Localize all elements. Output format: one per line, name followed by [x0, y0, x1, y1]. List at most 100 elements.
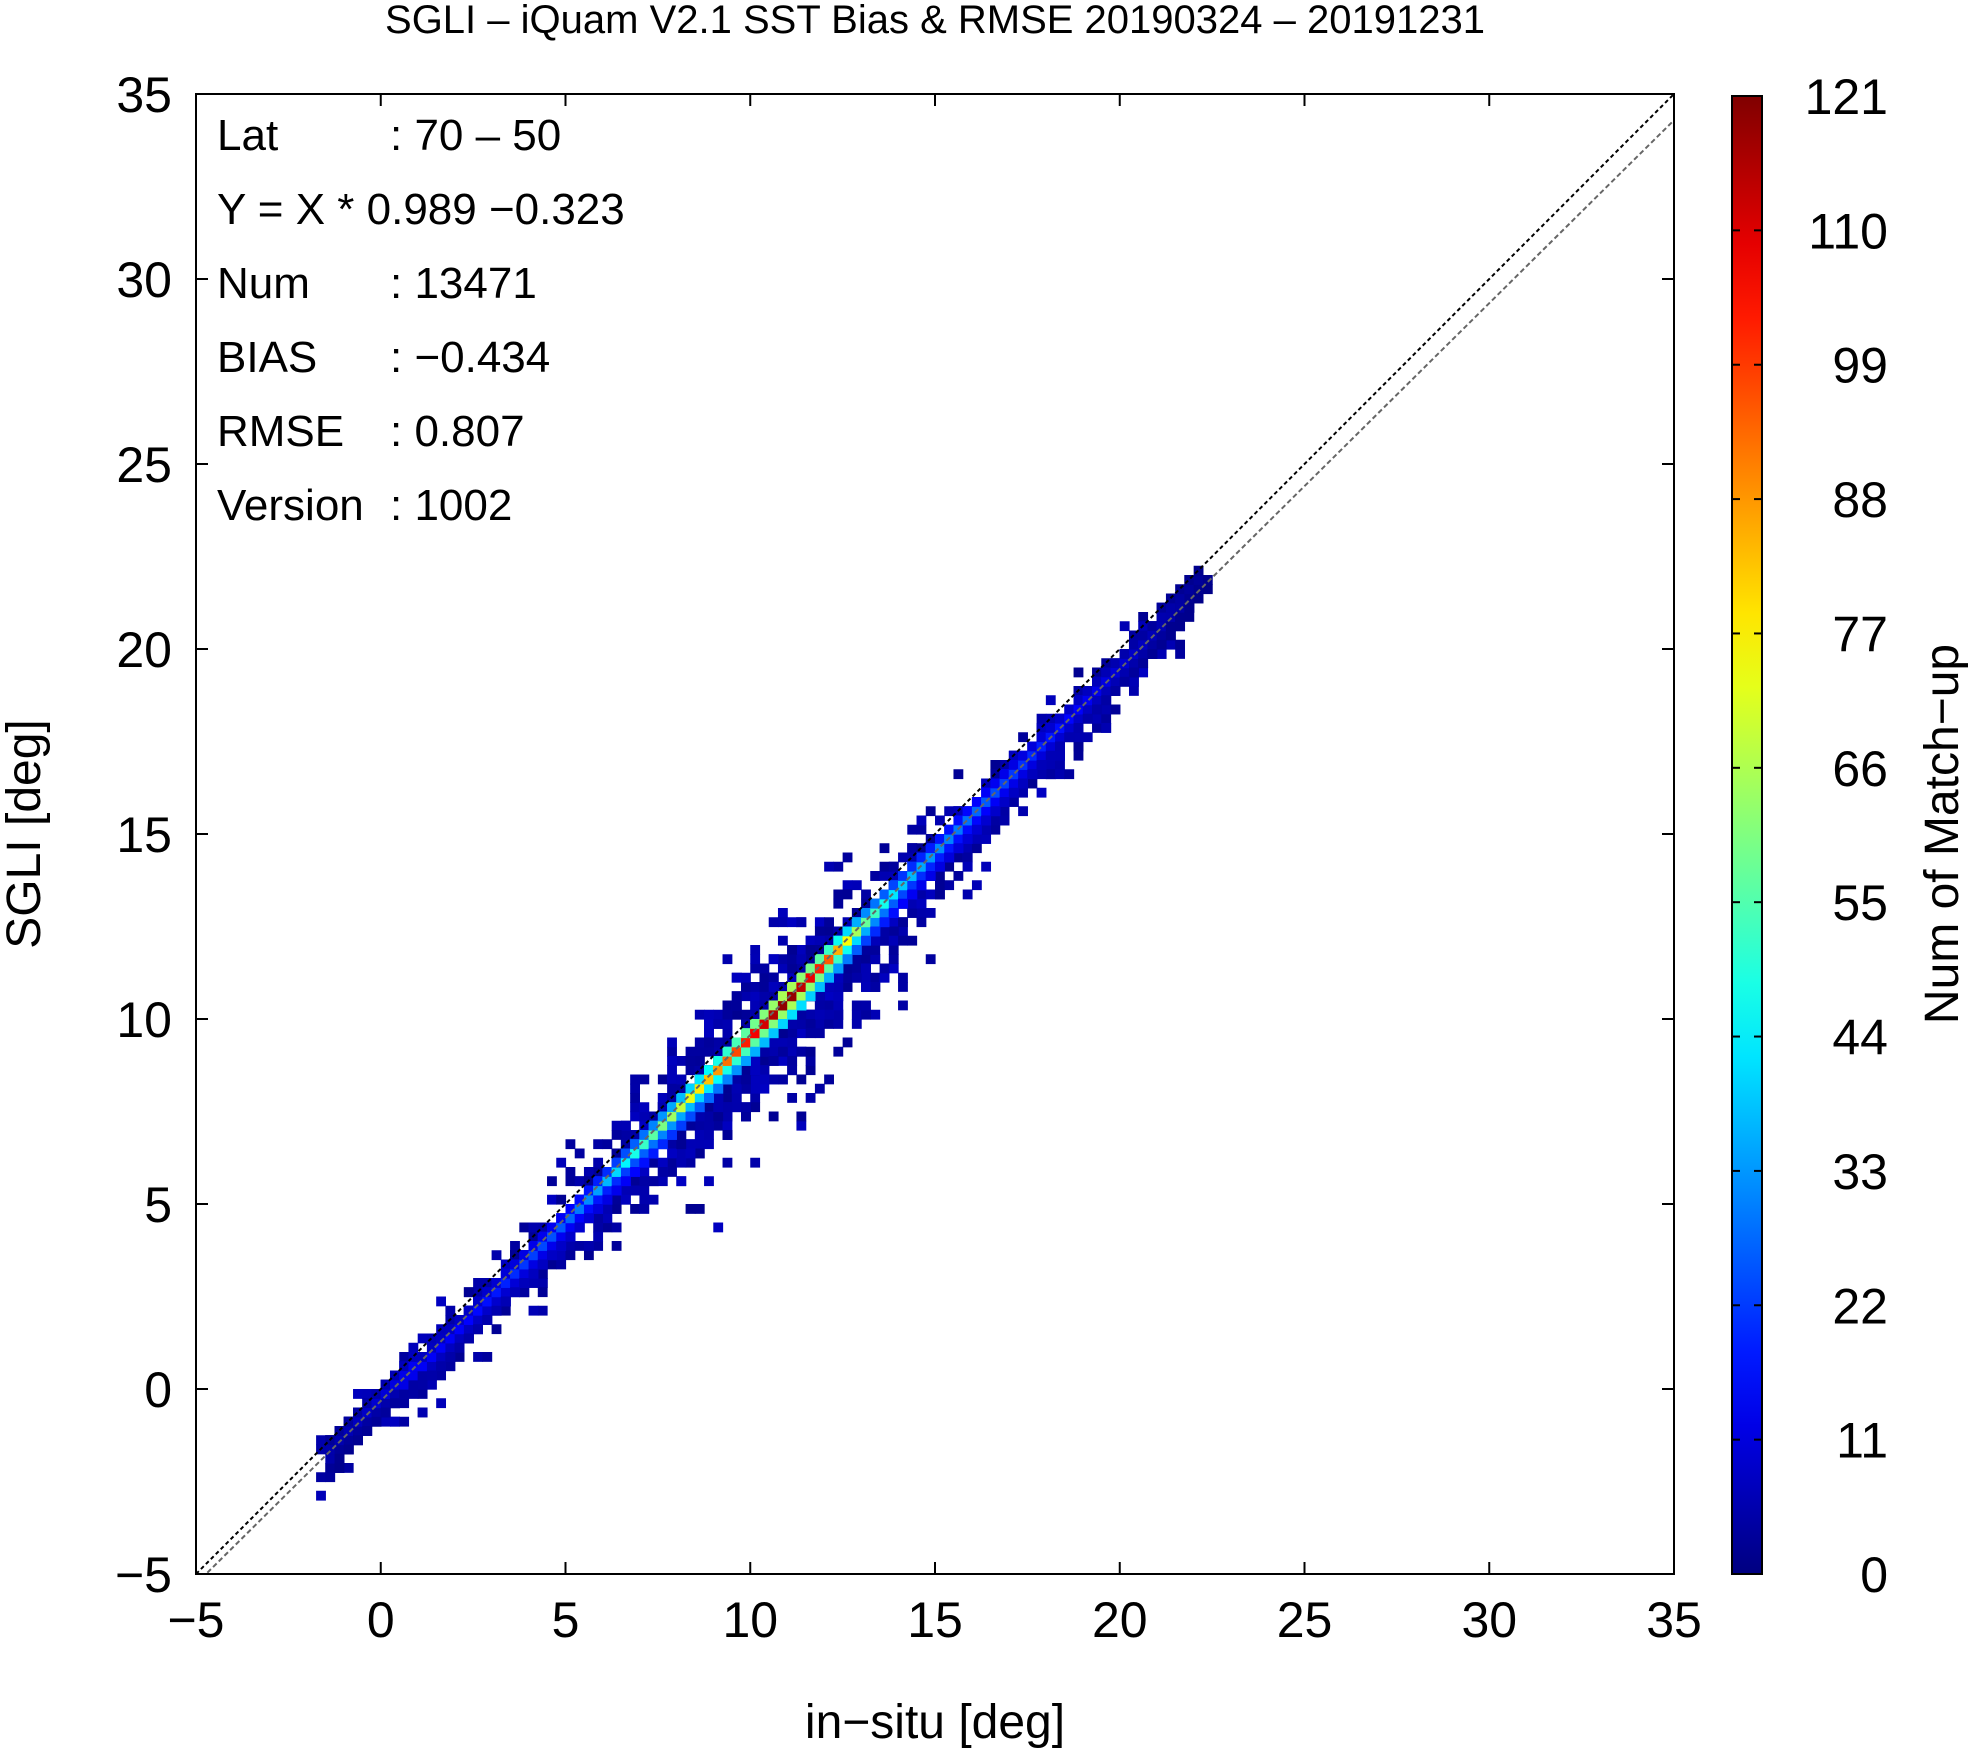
heatmap-cell — [704, 1019, 714, 1029]
heatmap-cell — [879, 843, 890, 854]
heatmap-cell — [547, 1241, 557, 1251]
heatmap-cell — [1055, 769, 1065, 780]
heatmap-cell — [473, 1296, 483, 1307]
heatmap-cell — [1064, 769, 1075, 780]
heatmap-cell — [1101, 686, 1112, 696]
heatmap-cell — [380, 1407, 391, 1418]
heatmap-cell — [676, 1139, 687, 1150]
heatmap-cell — [1128, 667, 1139, 678]
heatmap-cell — [648, 1194, 659, 1205]
heatmap-cell — [861, 1009, 871, 1020]
heatmap-cell — [870, 972, 881, 983]
heatmap-cell — [796, 1000, 807, 1011]
heatmap-cell — [731, 1009, 742, 1020]
heatmap-cell — [611, 1241, 622, 1251]
heatmap-cell — [713, 1009, 724, 1020]
heatmap-cell — [1092, 713, 1102, 724]
heatmap-cell — [528, 1222, 539, 1233]
heatmap-cell — [722, 1074, 733, 1085]
heatmap-cell — [741, 982, 751, 992]
heatmap-cell — [704, 1009, 714, 1020]
heatmap-cell — [547, 1250, 557, 1261]
heatmap-cell — [731, 1083, 742, 1094]
heatmap-cell — [611, 1222, 622, 1233]
heatmap-cell — [879, 917, 890, 928]
colorbar-tick-label: 121 — [1805, 69, 1888, 125]
heatmap-cell — [777, 908, 788, 918]
heatmap-cell — [611, 1120, 622, 1131]
heatmap-cell — [814, 1000, 825, 1011]
heatmap-cell — [907, 871, 918, 881]
heatmap-cell — [713, 1056, 724, 1066]
heatmap-cell — [685, 1204, 696, 1214]
heatmap-cell — [768, 1037, 779, 1048]
heatmap-cell — [861, 1000, 871, 1011]
colorbar-label: Num of Match−up — [1916, 644, 1969, 1024]
heatmap-cell — [1147, 649, 1158, 659]
heatmap-cell — [473, 1287, 483, 1298]
heatmap-cell — [741, 972, 751, 983]
heatmap-cell — [694, 1120, 705, 1131]
heatmap-cell — [1138, 649, 1149, 659]
heatmap-cell — [731, 1056, 742, 1066]
heatmap-cell — [777, 917, 788, 928]
heatmap-cell — [833, 954, 844, 965]
heatmap-cell — [814, 1083, 825, 1094]
heatmap-cell — [1156, 639, 1167, 650]
heatmap-cell — [565, 1139, 576, 1150]
heatmap-cell — [741, 1028, 751, 1039]
heatmap-cell — [741, 1065, 751, 1076]
heatmap-cell — [334, 1435, 345, 1446]
heatmap-cell — [1018, 750, 1028, 761]
x-axis: −5 0 5 10 15 20 25 30 35 — [167, 94, 1702, 1648]
heatmap-cell — [759, 1019, 770, 1029]
heatmap-cell — [694, 1037, 705, 1048]
heatmap-cell — [556, 1259, 567, 1270]
heatmap-cell — [353, 1407, 363, 1418]
heatmap-cell — [1147, 639, 1158, 650]
heatmap-cell — [722, 1157, 733, 1168]
heatmap-cell — [750, 1074, 761, 1085]
heatmap-cell — [833, 991, 844, 1002]
heatmap-cell — [473, 1315, 483, 1325]
heatmap-cell — [833, 1000, 844, 1011]
heatmap-cell — [722, 1019, 733, 1029]
heatmap-cell — [685, 1111, 696, 1122]
heatmap-cell — [759, 1000, 770, 1011]
heatmap-cell — [445, 1361, 456, 1372]
heatmap-cell — [1101, 658, 1112, 669]
heatmap-cell — [861, 935, 871, 946]
heatmap-cell — [999, 806, 1010, 817]
heatmap-cell — [796, 1009, 807, 1020]
heatmap-cell — [750, 1083, 761, 1094]
heatmap-cell — [842, 963, 853, 974]
heatmap-cell — [824, 972, 834, 983]
heatmap-cell — [1082, 695, 1093, 706]
colorbar-tick-label: 77 — [1832, 606, 1888, 662]
heatmap-cell — [1184, 602, 1195, 613]
heatmap-cell — [593, 1185, 604, 1196]
heatmap-cell — [1175, 621, 1186, 632]
heatmap-cell — [667, 1167, 677, 1177]
heatmap-cell — [1101, 713, 1112, 724]
heatmap-cell — [528, 1259, 539, 1270]
y-tick-label: −5 — [115, 1547, 172, 1603]
heatmap-cell — [1138, 630, 1149, 641]
heatmap-cell — [630, 1139, 640, 1150]
heatmap-cell — [990, 815, 1001, 826]
heatmap-cell — [704, 1046, 714, 1057]
heatmap-cell — [851, 926, 862, 937]
heatmap-cell — [768, 1111, 779, 1122]
heatmap-cell — [814, 1009, 825, 1020]
heatmap-cell — [870, 908, 881, 918]
heatmap-cell — [741, 1111, 751, 1122]
heatmap-cell — [888, 898, 899, 909]
colorbar-tick-label: 66 — [1832, 741, 1888, 797]
heatmap-cell — [685, 1093, 696, 1103]
heatmap-cell — [399, 1352, 410, 1362]
heatmap-cell — [750, 1102, 761, 1113]
heatmap-cell — [861, 917, 871, 928]
heatmap-cell — [907, 935, 918, 946]
heatmap-cell — [389, 1416, 400, 1427]
heatmap-cell — [694, 1102, 705, 1113]
